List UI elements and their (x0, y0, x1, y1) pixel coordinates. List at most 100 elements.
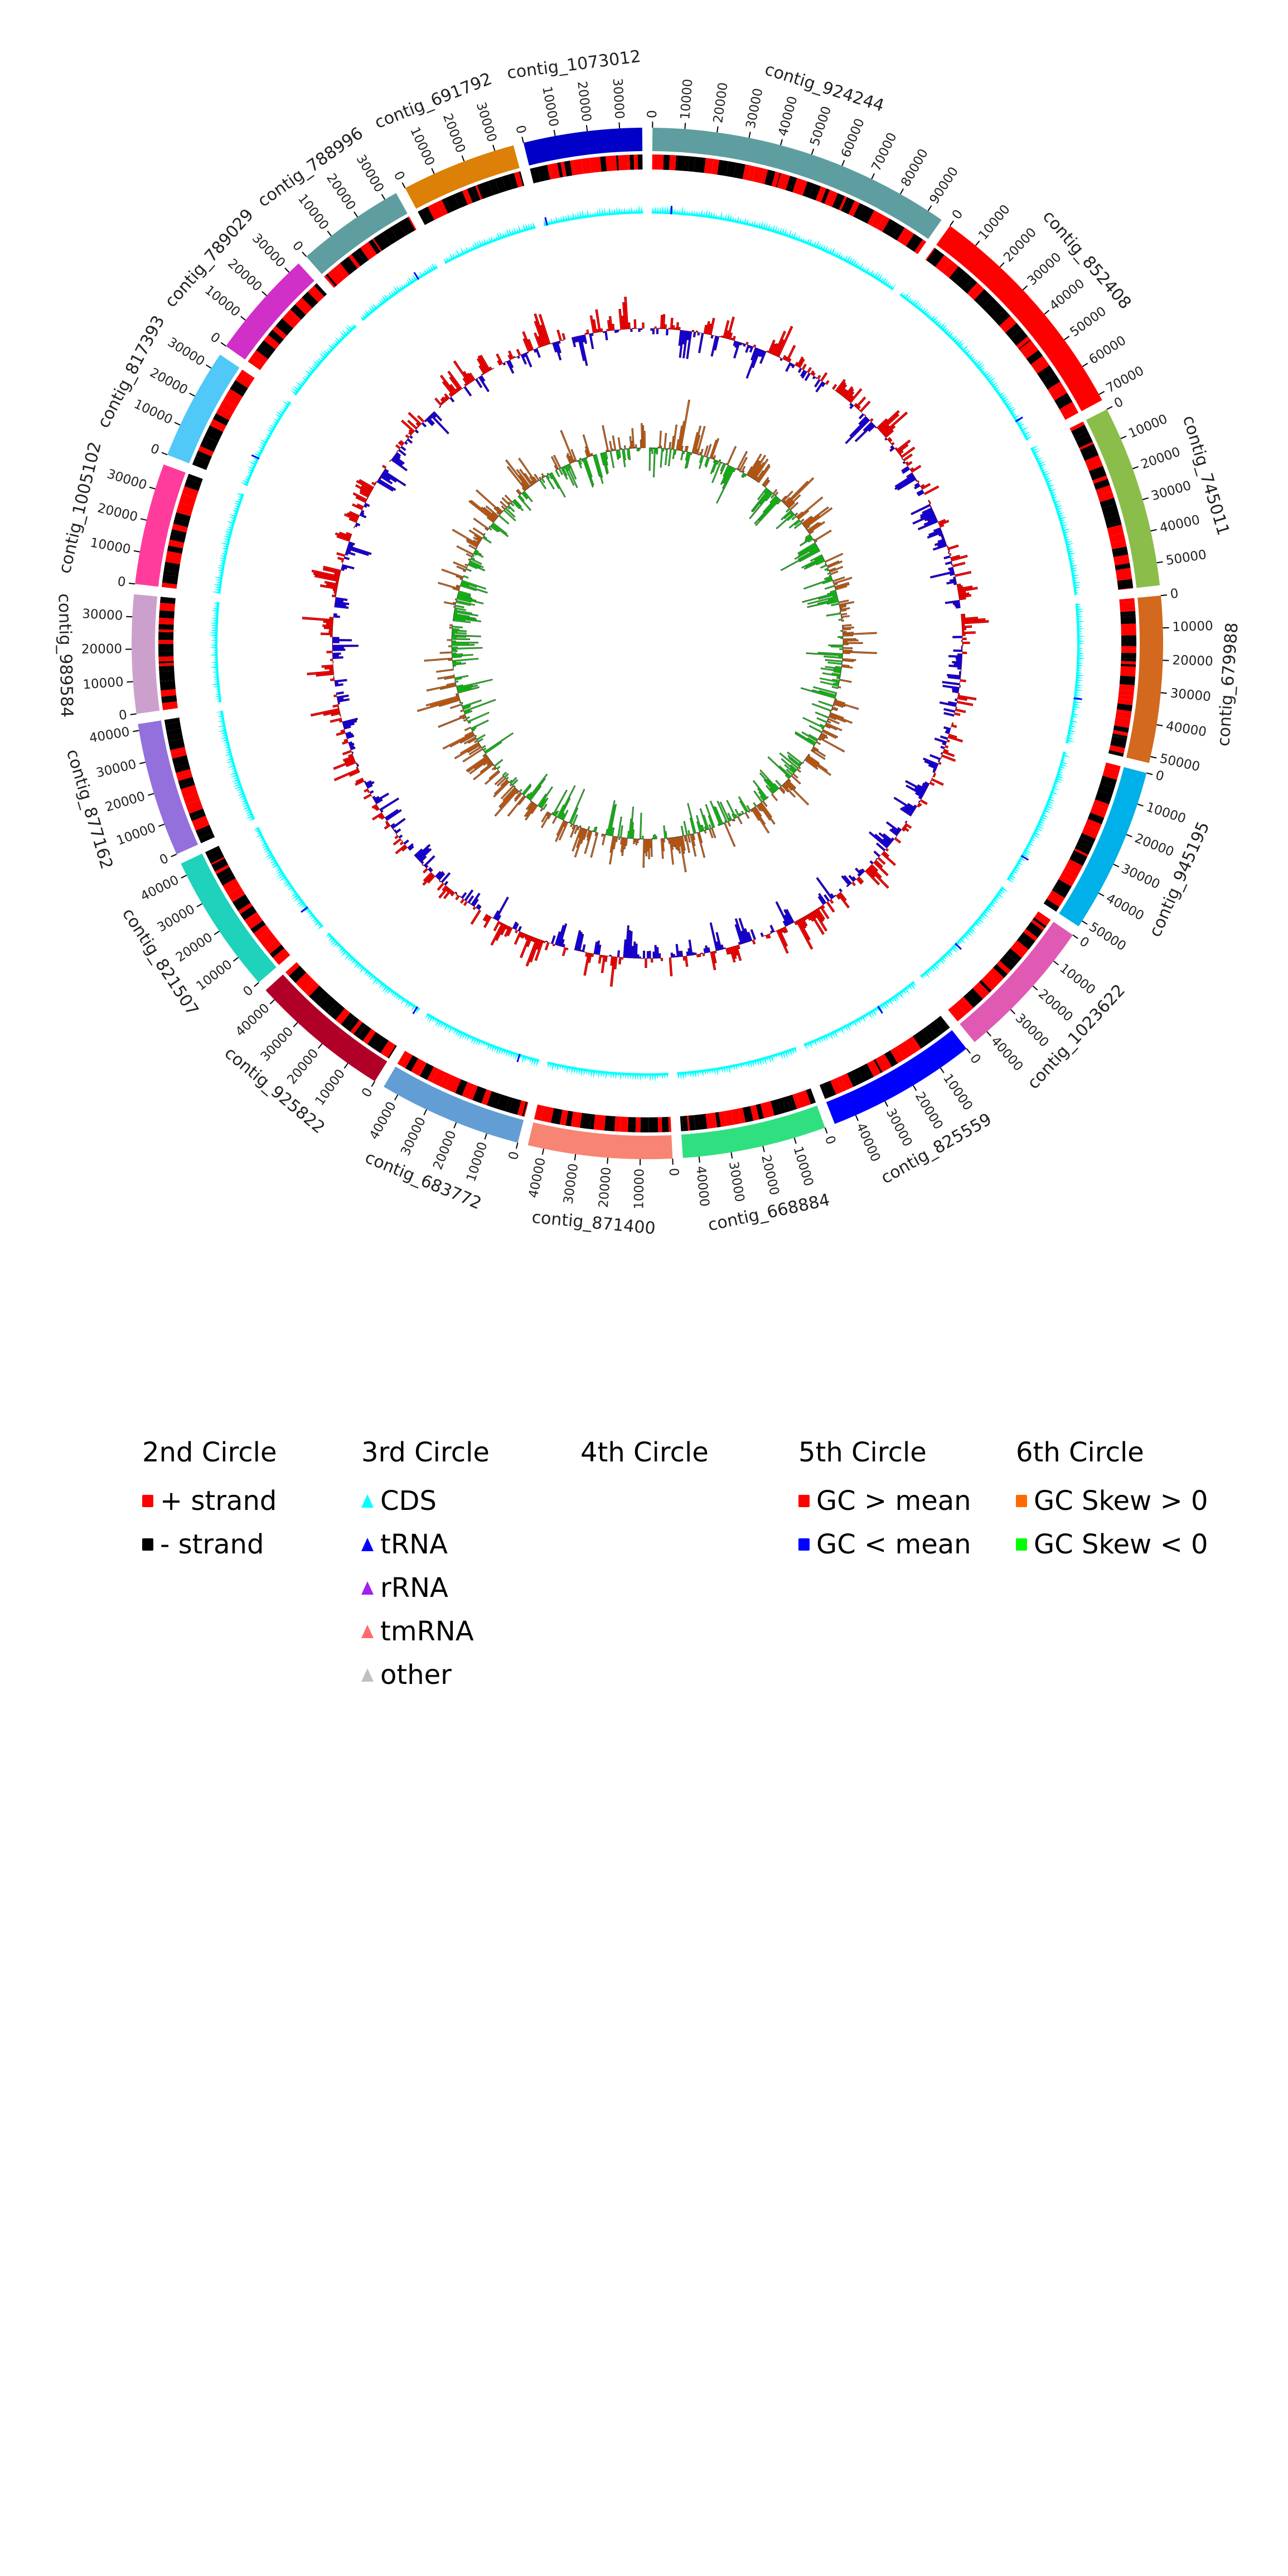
strand-feature (215, 864, 230, 874)
strand-feature (1076, 841, 1092, 852)
gc-content-bar (946, 739, 950, 743)
gc-skew-bar (452, 629, 467, 632)
strand-feature (1088, 466, 1107, 481)
gc-content-bar (885, 848, 889, 852)
strand-feature (216, 867, 233, 879)
gc-content-bar (733, 341, 740, 359)
strand-feature (356, 1024, 367, 1038)
gc-content-bar (335, 601, 350, 606)
gc-content-bar (947, 544, 959, 550)
gc-skew-bar (470, 719, 489, 730)
strand-feature (850, 1068, 864, 1086)
gc-skew-bar (463, 718, 468, 722)
strand-feature (1026, 350, 1043, 365)
tick-mark (492, 144, 496, 151)
strand-feature (994, 309, 1009, 325)
square-icon (142, 1538, 153, 1551)
gc-skew-bar (820, 667, 842, 672)
tick-label: 0 (289, 238, 306, 254)
gc-skew-bar (682, 451, 685, 454)
tick-label: 0 (157, 851, 171, 868)
tick-mark (999, 262, 1005, 268)
gc-skew-bar (718, 459, 722, 462)
gc-skew-bar (474, 550, 482, 556)
gc-content-bar (535, 348, 541, 358)
gc-skew-bar (753, 790, 763, 803)
gc-content-bar (952, 636, 963, 638)
gc-content-bar (791, 364, 796, 369)
gc-content-bar (330, 658, 333, 661)
strand-feature (616, 155, 619, 171)
strand-feature (373, 232, 391, 251)
strand-feature (221, 875, 236, 886)
gc-content-bar (957, 667, 962, 670)
strand-feature (550, 1108, 561, 1125)
strand-feature (1102, 767, 1120, 780)
gc-skew-bar (767, 756, 791, 778)
strand-feature (981, 972, 999, 991)
gc-content-bar (738, 941, 742, 945)
tick-mark (855, 1115, 859, 1121)
gc-content-bar (328, 631, 333, 633)
gc-content-bar (332, 648, 346, 651)
strand-feature (330, 1004, 345, 1020)
strand-feature (565, 1111, 573, 1127)
tick-mark (966, 1048, 971, 1054)
strand-feature (1092, 475, 1108, 484)
gc-skew-bar (791, 515, 797, 520)
strand-feature (159, 610, 175, 619)
strand-feature (600, 156, 607, 172)
gc-skew-bar (456, 684, 463, 688)
gc-skew-bar (662, 448, 665, 452)
tick-mark (1010, 1009, 1016, 1015)
gc-skew-bar (687, 830, 691, 835)
tick-label: 20000 (758, 1154, 782, 1197)
gc-content-bar (353, 526, 355, 529)
gc-content-bar (342, 749, 352, 756)
strand-feature (211, 858, 229, 872)
strand-feature (295, 972, 314, 991)
strand-feature (1026, 922, 1043, 937)
tick-mark (284, 267, 290, 273)
strand-feature (244, 912, 263, 929)
gc-content-bar (962, 651, 967, 655)
gc-skew-bar (452, 661, 461, 665)
gc-skew-bar (726, 800, 737, 819)
gc-content-bar (365, 780, 372, 786)
tick-label: 20000 (147, 365, 190, 398)
strand-feature (432, 1068, 446, 1086)
strand-feature (272, 326, 287, 340)
gc-skew-bar (812, 703, 832, 712)
strand-feature (158, 651, 174, 657)
gc-skew-bar (710, 800, 722, 826)
gc-skew-bar (818, 737, 845, 753)
strand-feature (222, 878, 241, 895)
gc-skew-bar (466, 716, 470, 719)
gc-skew-bar (604, 452, 608, 459)
strand-feature (164, 717, 180, 721)
gc-content-bar (467, 895, 474, 904)
gc-skew-bar (771, 493, 776, 499)
gc-skew-bar (457, 596, 484, 604)
tick-mark (205, 364, 212, 369)
strand-feature (348, 254, 361, 269)
strand-feature (843, 198, 855, 215)
tick-label: 0 (512, 124, 529, 135)
tick-label: 0 (240, 983, 256, 999)
strand-feature (1082, 824, 1100, 839)
strand-feature (184, 478, 201, 491)
strand-feature (1105, 762, 1121, 771)
gc-content-bar (330, 635, 333, 637)
gc-skew-bar (724, 820, 727, 824)
strand-feature (777, 173, 791, 191)
gc-content-bar (582, 944, 586, 952)
strand-feature (158, 640, 174, 645)
gc-skew-bar (452, 619, 471, 623)
gc-content-bar (851, 882, 856, 887)
gc-skew-bar (727, 812, 733, 821)
strand-feature (488, 178, 500, 196)
contig-band (681, 1105, 825, 1158)
strand-feature (372, 238, 382, 252)
gc-skew-bar (665, 448, 668, 466)
gc-skew-bar (558, 785, 576, 819)
